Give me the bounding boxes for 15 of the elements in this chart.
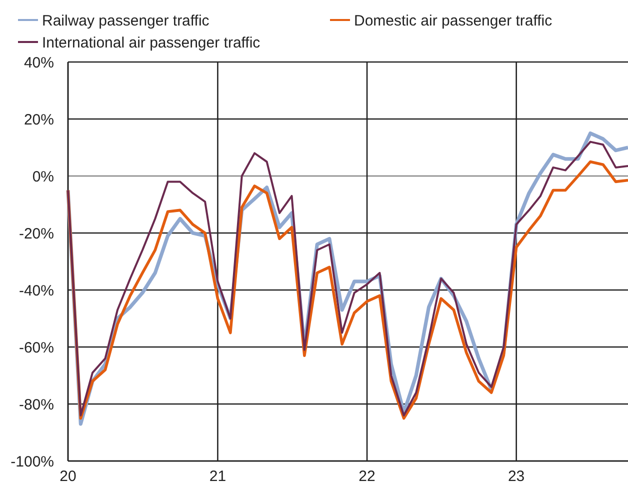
x-tick-label: 23 bbox=[508, 468, 525, 485]
y-tick-label: 0% bbox=[32, 168, 54, 186]
y-tick-label: -100% bbox=[10, 453, 54, 470]
y-tick-label: -60% bbox=[18, 339, 54, 356]
x-tick-label: 20 bbox=[60, 468, 76, 485]
y-tick-label: 40% bbox=[24, 54, 54, 72]
legend-label: International air passenger traffic bbox=[42, 34, 261, 52]
y-tick-label: -20% bbox=[18, 225, 54, 242]
y-tick-label: -40% bbox=[18, 282, 54, 300]
y-tick-label: 20% bbox=[24, 111, 54, 128]
legend-label: Domestic air passenger traffic bbox=[354, 12, 553, 30]
x-tick-label: 21 bbox=[209, 468, 226, 485]
y-tick-label: -80% bbox=[18, 396, 54, 414]
legend-label: Railway passenger traffic bbox=[42, 12, 210, 30]
x-tick-label: 22 bbox=[358, 468, 376, 485]
